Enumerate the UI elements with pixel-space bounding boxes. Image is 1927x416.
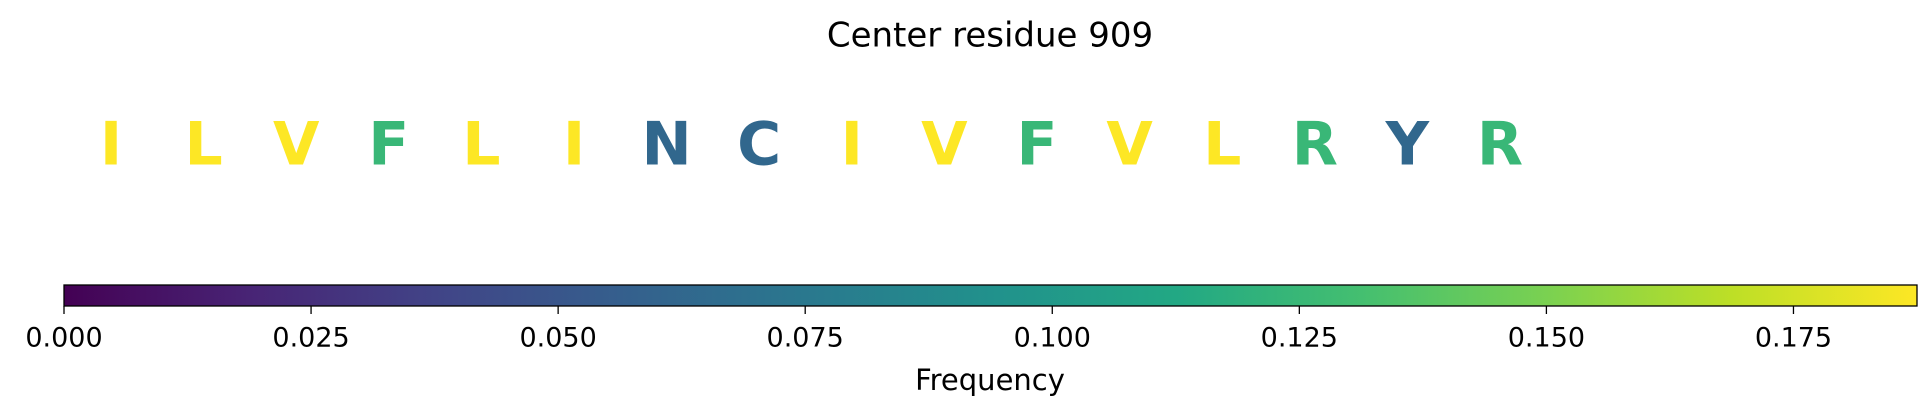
- x-tick-label: 0.000: [25, 323, 102, 354]
- residue-letter: I: [563, 110, 585, 180]
- chart-title: Center residue 909: [827, 16, 1153, 56]
- x-tick-label: 0.125: [1261, 323, 1338, 354]
- x-axis-label: Frequency: [915, 363, 1065, 397]
- x-tick-label: 0.075: [767, 323, 844, 354]
- residue-letter: N: [641, 110, 691, 180]
- colorbar: [63, 284, 1918, 307]
- residue-letter: V: [273, 110, 320, 180]
- residue-letter: I: [100, 110, 122, 180]
- residue-letter: F: [1017, 110, 1058, 180]
- residue-letter: I: [841, 110, 863, 180]
- x-tick-label: 0.175: [1755, 323, 1832, 354]
- residue-letter: C: [737, 110, 781, 180]
- residue-letter: R: [1292, 110, 1338, 180]
- residue-letter: V: [1106, 110, 1153, 180]
- residue-letter: Y: [1385, 110, 1431, 180]
- x-tick-label: 0.150: [1508, 323, 1585, 354]
- x-tick-label: 0.025: [272, 323, 349, 354]
- x-tick-label: 0.050: [519, 323, 596, 354]
- residue-letter: L: [462, 110, 500, 180]
- residue-letter: L: [184, 110, 222, 180]
- residue-letter: R: [1477, 110, 1523, 180]
- residue-letter: F: [368, 110, 409, 180]
- residue-letter: V: [921, 110, 968, 180]
- residue-letter: L: [1203, 110, 1241, 180]
- x-tick-label: 0.100: [1014, 323, 1091, 354]
